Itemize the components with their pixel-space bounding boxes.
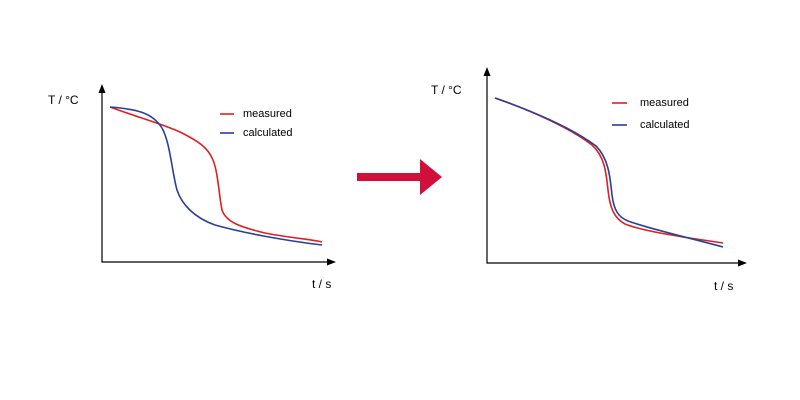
- calculated-curve: [109, 106, 323, 246]
- x-axis-label: t / s: [312, 277, 331, 291]
- panel-after: T / °C t / s measured calculated: [431, 67, 747, 293]
- y-axis-label: T / °C: [48, 93, 79, 107]
- legend-label: measured: [640, 97, 689, 109]
- legend-label: calculated: [640, 119, 690, 131]
- axes: [101, 90, 330, 263]
- axis-arrow: [98, 84, 106, 93]
- legend-label: measured: [243, 108, 292, 120]
- legend-label: calculated: [243, 127, 293, 139]
- measured-curve: [109, 106, 323, 243]
- y-axis-label: T / °C: [431, 83, 462, 97]
- axis-arrow: [327, 258, 336, 266]
- transition-arrow: [357, 159, 442, 195]
- x-axis-label: t / s: [714, 279, 733, 293]
- axis-arrow: [738, 259, 747, 267]
- axis-arrow: [483, 67, 491, 76]
- panel-before: T / °C t / s measured calculated: [48, 84, 336, 291]
- calculated-curve: [494, 97, 724, 248]
- axes: [486, 73, 741, 264]
